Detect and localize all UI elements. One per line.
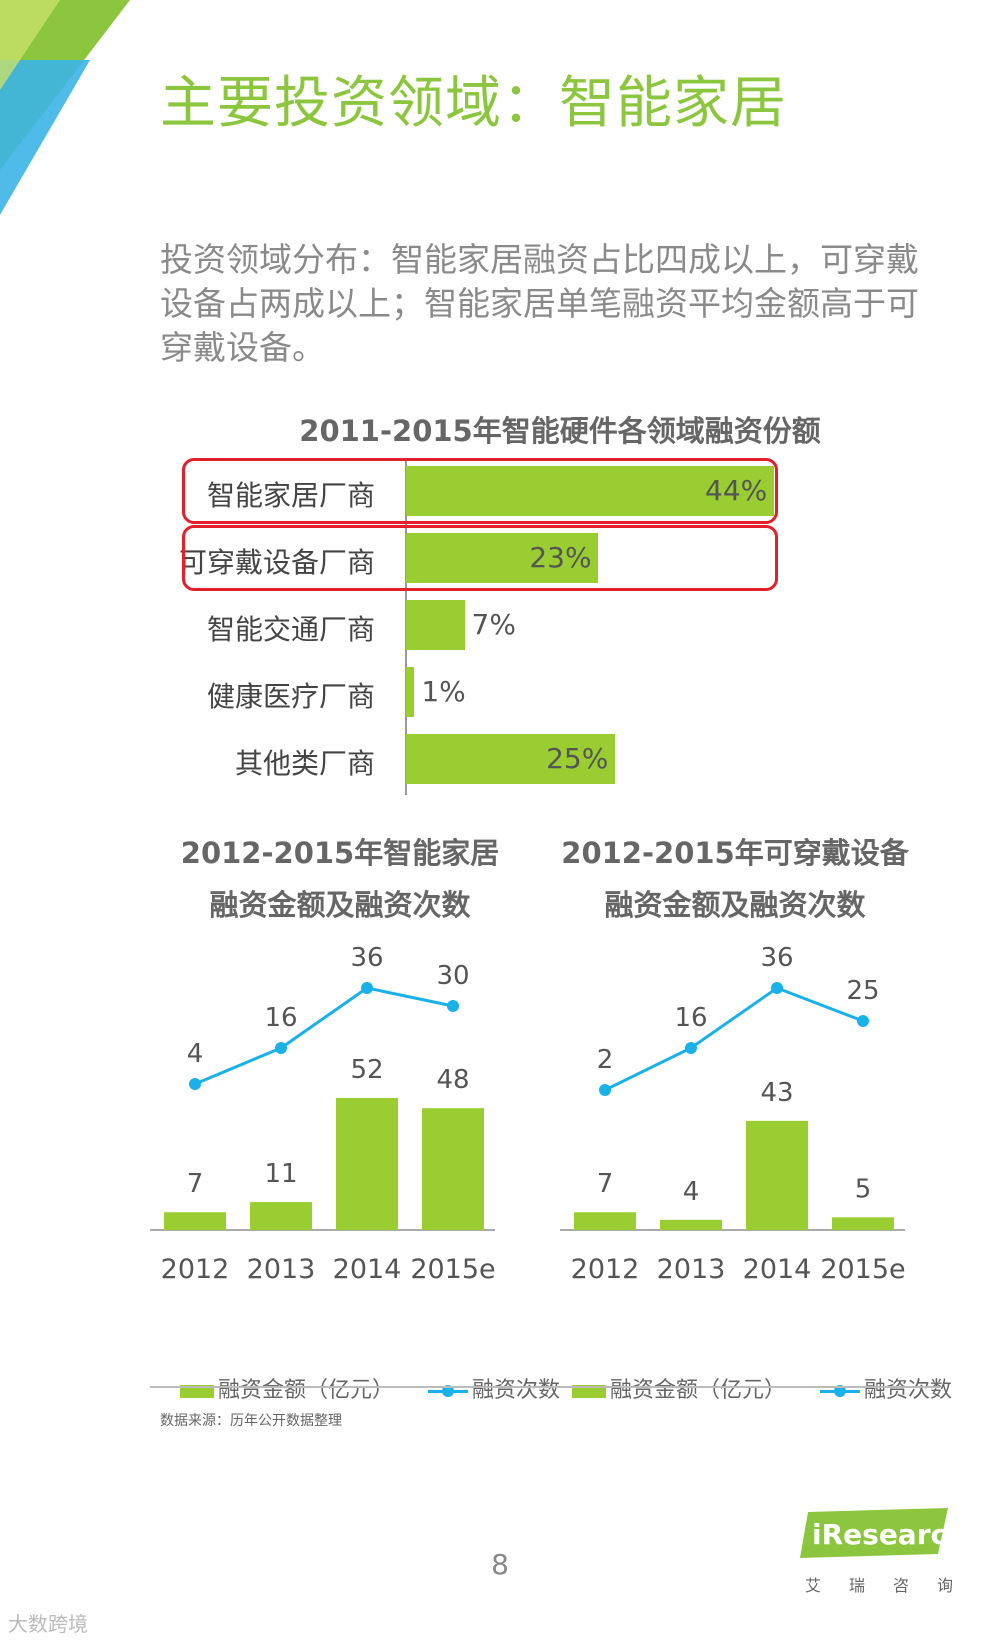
count-point <box>685 1042 697 1054</box>
legend-line-swatch <box>428 1384 469 1397</box>
share-category-label: 健康医疗厂商 <box>206 680 375 713</box>
count-value-label: 36 <box>350 943 383 973</box>
highlight-box <box>182 458 778 524</box>
share-bar <box>406 533 599 583</box>
share-chart-title: 2011-2015年智能硬件各领域融资份额 <box>299 414 821 448</box>
share-value-label: 1% <box>421 675 466 708</box>
smart-home-combo-chart: 7 2012 11 2013 52 2014 48 2015e 4 16 36 30 <box>150 943 496 1285</box>
iresearch-logo: iResearch <box>800 1508 950 1558</box>
legend-line-label: 融资次数 <box>864 1378 953 1403</box>
amount-value-label: 11 <box>264 1159 297 1189</box>
smart-home-chart-title-line2: 融资金额及融资次数 <box>209 888 471 922</box>
wearable-combo-chart: 7 2012 4 2013 43 2014 5 2015e 2 16 36 25 <box>560 943 906 1285</box>
x-tick-label: 2015e <box>820 1254 905 1285</box>
divider <box>150 1386 940 1388</box>
amount-bar <box>746 1120 808 1230</box>
count-point <box>189 1078 201 1090</box>
count-value-label: 36 <box>760 943 793 973</box>
amount-bar <box>164 1212 226 1230</box>
amount-value-label: 43 <box>760 1078 793 1108</box>
legend-bar-label: 融资金额（亿元） <box>218 1378 395 1403</box>
smart-home-legend: 融资金额（亿元） 融资次数 <box>180 1372 560 1404</box>
count-line <box>194 986 454 1086</box>
amount-bar <box>250 1202 312 1230</box>
count-value-label: 25 <box>846 976 879 1006</box>
amount-bar <box>574 1212 636 1230</box>
share-bar <box>406 667 415 717</box>
share-category-label: 智能交通厂商 <box>206 613 375 646</box>
count-point <box>447 1000 459 1012</box>
share-category-label: 其他类厂商 <box>234 747 375 780</box>
x-tick-label: 2013 <box>657 1254 726 1285</box>
share-value-label: 44% <box>705 474 768 507</box>
watermark: 大数跨境 <box>8 1612 88 1636</box>
legend-line-label: 融资次数 <box>472 1378 561 1403</box>
share-value-label: 25% <box>546 742 609 775</box>
amount-bar <box>660 1219 722 1230</box>
wearable-chart-title-line1: 2012-2015年可穿戴设备 <box>561 836 909 870</box>
page-title: 主要投资领域：智能家居 <box>160 71 787 136</box>
logo-chinese-text: 艾瑞咨询 <box>805 1576 982 1595</box>
share-value-label: 7% <box>471 608 516 641</box>
count-point <box>361 982 373 994</box>
amount-value-label: 48 <box>436 1065 469 1095</box>
count-value-label: 4 <box>187 1039 204 1069</box>
corner-decoration <box>0 0 130 215</box>
amount-value-label: 52 <box>350 1055 383 1085</box>
share-category-label: 智能家居厂商 <box>206 479 375 512</box>
count-point <box>771 982 783 994</box>
share-bar <box>406 734 616 784</box>
amount-bar <box>832 1217 894 1230</box>
share-bar <box>406 466 774 516</box>
count-point <box>275 1042 287 1054</box>
count-point <box>599 1084 611 1096</box>
share-category-label: 可穿戴设备厂商 <box>178 546 375 579</box>
x-tick-label: 2013 <box>247 1254 316 1285</box>
count-value-label: 2 <box>597 1045 614 1075</box>
amount-value-label: 7 <box>597 1169 614 1199</box>
legend-bar-label: 融资金额（亿元） <box>610 1378 787 1403</box>
wearable-chart-title-line2: 融资金额及融资次数 <box>604 888 866 922</box>
x-tick-label: 2014 <box>333 1254 402 1285</box>
legend-line-swatch <box>820 1384 861 1397</box>
amount-value-label: 4 <box>683 1177 700 1207</box>
amount-value-label: 7 <box>187 1169 204 1199</box>
count-value-label: 16 <box>674 1003 707 1033</box>
wearable-legend: 融资金额（亿元） 融资次数 <box>572 1372 952 1404</box>
share-value-label: 23% <box>529 541 592 574</box>
count-point <box>857 1015 869 1027</box>
amount-bar <box>422 1108 484 1230</box>
x-tick-label: 2014 <box>743 1254 812 1285</box>
highlight-box <box>182 525 778 591</box>
page-number: 8 <box>491 1548 509 1581</box>
smart-home-chart-title-line1: 2012-2015年智能家居 <box>180 836 500 870</box>
share-bar <box>406 600 465 650</box>
page-subtitle: 投资领域分布：智能家居融资占比四成以上，可穿戴设备占两成以上；智能家居单笔融资平… <box>160 240 919 367</box>
svg-text:iResearch: iResearch <box>812 1518 950 1551</box>
x-tick-label: 2012 <box>161 1254 230 1285</box>
data-source: 数据来源：历年公开数据整理 <box>160 1413 342 1429</box>
amount-bar <box>336 1098 398 1230</box>
count-line <box>604 986 864 1092</box>
count-value-label: 30 <box>436 961 469 991</box>
count-value-label: 16 <box>264 1003 297 1033</box>
x-tick-label: 2012 <box>571 1254 640 1285</box>
amount-value-label: 5 <box>855 1174 872 1204</box>
x-tick-label: 2015e <box>410 1254 495 1285</box>
